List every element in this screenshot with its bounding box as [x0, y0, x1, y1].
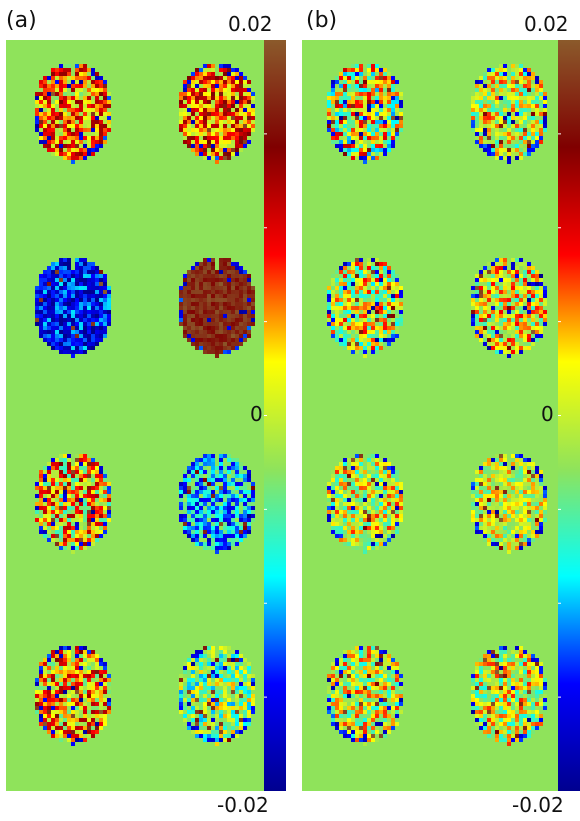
- brain-slice: [179, 258, 255, 358]
- panel-b-colorbar-zero: 0: [541, 402, 554, 426]
- panel-a-label: (a): [6, 8, 37, 33]
- panel-a-colorbar: [264, 40, 286, 791]
- panel-b-colorbar-min: -0.02: [512, 793, 564, 817]
- brain-slice: [327, 258, 403, 358]
- brain-slice: [471, 646, 547, 746]
- panel-a-colorbar-min: -0.02: [217, 793, 269, 817]
- panel-a-colorbar-max: 0.02: [228, 12, 273, 36]
- brain-slice: [327, 646, 403, 746]
- brain-slice: [471, 258, 547, 358]
- panel-b-slices: [327, 64, 547, 746]
- brain-slice: [35, 454, 111, 554]
- panel-b-colorbar-max: 0.02: [524, 12, 569, 36]
- brain-slice: [179, 646, 255, 746]
- brain-slice: [179, 454, 255, 554]
- panel-a-map: [6, 40, 264, 791]
- panel-a-slices: [35, 64, 255, 746]
- panel-b-label: (b): [306, 8, 338, 33]
- brain-slice: [35, 64, 111, 164]
- brain-slice: [327, 454, 403, 554]
- colorbar-gradient: [264, 40, 286, 791]
- panel-b-colorbar: [558, 40, 580, 791]
- panel-b-map: [302, 40, 558, 791]
- brain-slice: [327, 64, 403, 164]
- brain-slice: [35, 646, 111, 746]
- brain-slice: [179, 64, 255, 164]
- panel-a-colorbar-zero: 0: [250, 402, 263, 426]
- brain-slice: [471, 64, 547, 164]
- colorbar-gradient: [558, 40, 580, 791]
- brain-slice: [35, 258, 111, 358]
- brain-slice: [471, 454, 547, 554]
